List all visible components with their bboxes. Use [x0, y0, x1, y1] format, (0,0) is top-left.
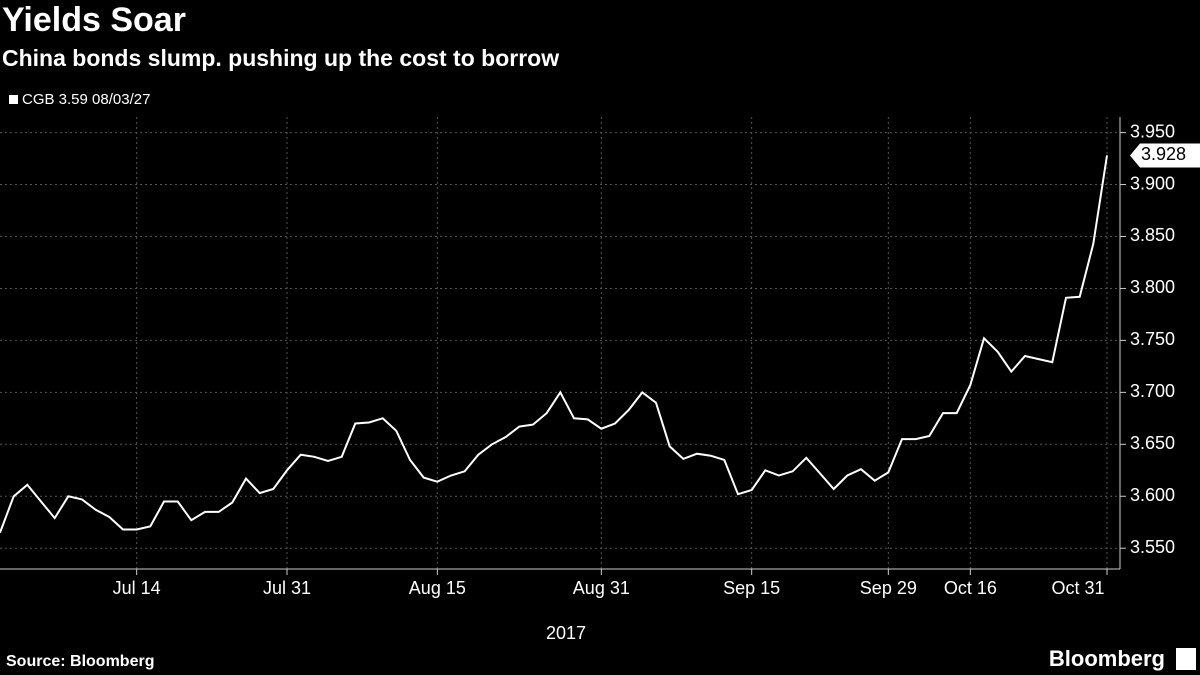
x-tick-label: Aug 15: [409, 578, 466, 598]
brand: Bloomberg: [1049, 646, 1165, 671]
last-value-tag: [1130, 143, 1200, 168]
y-tick-label: 3.750: [1130, 329, 1175, 349]
line: [0, 155, 1108, 533]
chart-title: Yields Soar: [2, 1, 186, 39]
chart-subtitle: China bonds slump. pushing up the cost t…: [2, 45, 559, 71]
x-tick-label: Oct 31: [1051, 578, 1104, 598]
y-tick-label: 3.850: [1130, 225, 1175, 245]
y-tick-label: 3.550: [1130, 537, 1175, 557]
x-tick-label: Oct 16: [944, 578, 997, 598]
source: Source: Bloomberg: [6, 653, 154, 670]
x-tick-label: Aug 31: [573, 578, 630, 598]
y-tick-label: 3.700: [1130, 381, 1175, 401]
brand-icon: [1176, 648, 1196, 670]
y-tick-label: 3.650: [1130, 433, 1175, 453]
y-tick-label: 3.800: [1130, 277, 1175, 297]
legend-swatch: [9, 95, 18, 104]
x-tick-label: Jul 14: [113, 578, 161, 598]
y-tick-label: 3.950: [1130, 121, 1175, 141]
last-value-label: 3.928: [1141, 144, 1186, 164]
y-tick-label: 3.600: [1130, 485, 1175, 505]
x-tick-label: Jul 31: [263, 578, 311, 598]
x-tick-label: Sep 29: [860, 578, 917, 598]
y-tick-label: 3.900: [1130, 173, 1175, 193]
legend-label: CGB 3.59 08/03/27: [22, 91, 150, 108]
x-tick-label: Sep 15: [723, 578, 780, 598]
x-axis-label: 2017: [546, 623, 586, 643]
